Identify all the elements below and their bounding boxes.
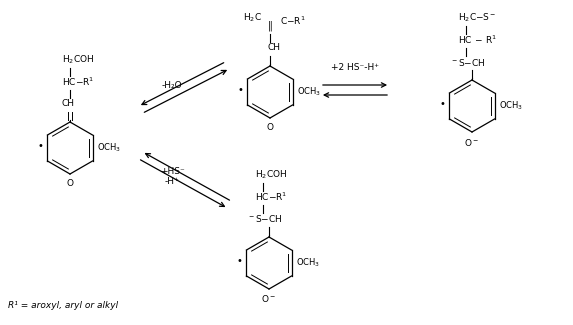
Text: H$_2$COH: H$_2$COH bbox=[62, 54, 95, 66]
Text: OCH$_3$: OCH$_3$ bbox=[96, 142, 121, 154]
Text: •: • bbox=[238, 85, 244, 95]
Text: O: O bbox=[66, 179, 73, 188]
Text: H$_2$COH: H$_2$COH bbox=[255, 169, 287, 181]
Text: $^-$S$-$CH: $^-$S$-$CH bbox=[247, 214, 282, 225]
Text: CH: CH bbox=[267, 44, 280, 53]
Text: O$^-$: O$^-$ bbox=[261, 293, 277, 305]
Text: $^-$S$-$CH: $^-$S$-$CH bbox=[450, 57, 485, 68]
Text: OCH$_3$: OCH$_3$ bbox=[296, 86, 321, 98]
Text: OCH$_3$: OCH$_3$ bbox=[499, 100, 523, 112]
Text: O$^-$: O$^-$ bbox=[465, 136, 480, 148]
Text: HC$-$R$^1$: HC$-$R$^1$ bbox=[255, 191, 288, 203]
Text: •: • bbox=[439, 99, 445, 109]
Text: R¹ = aroxyl, aryl or alkyl: R¹ = aroxyl, aryl or alkyl bbox=[8, 301, 118, 309]
Text: CH: CH bbox=[62, 99, 75, 109]
Text: HC$-$R$^1$: HC$-$R$^1$ bbox=[62, 76, 95, 88]
Text: H$_2$C: H$_2$C bbox=[243, 12, 262, 24]
Text: -H₂O: -H₂O bbox=[162, 81, 182, 89]
Text: H$_2$C$-$S$^-$: H$_2$C$-$S$^-$ bbox=[458, 12, 497, 24]
Text: O: O bbox=[266, 124, 273, 133]
Text: •: • bbox=[237, 256, 242, 266]
Text: -H⁺: -H⁺ bbox=[164, 177, 179, 187]
Text: •: • bbox=[38, 141, 44, 151]
Text: HC$\,-\,$R$^1$: HC$\,-\,$R$^1$ bbox=[458, 34, 497, 46]
Text: +2 HS⁻-H⁺: +2 HS⁻-H⁺ bbox=[331, 63, 379, 72]
Text: C$-$R$^1$: C$-$R$^1$ bbox=[280, 15, 305, 27]
Text: OCH$_3$: OCH$_3$ bbox=[296, 257, 320, 269]
Text: ‖: ‖ bbox=[268, 21, 272, 31]
Text: +HS⁻: +HS⁻ bbox=[160, 167, 185, 176]
